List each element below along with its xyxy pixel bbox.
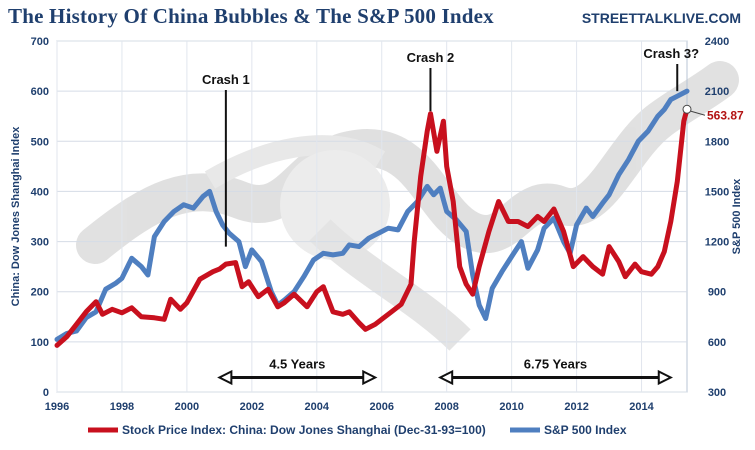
end-value-leader xyxy=(690,110,706,116)
grid xyxy=(56,40,688,393)
duration-arrow-head-left xyxy=(217,369,233,386)
y-left-tick-label: 200 xyxy=(31,287,49,299)
y-left-tick-label: 100 xyxy=(31,337,49,349)
y-left-tick-label: 300 xyxy=(31,237,49,249)
x-tick-label: 1998 xyxy=(110,401,134,413)
y-left-tick-label: 0 xyxy=(43,387,49,399)
duration-label: 6.75 Years xyxy=(524,356,587,371)
series-layer xyxy=(54,88,690,348)
y-left-tick-label: 600 xyxy=(31,86,49,98)
crash-label: Crash 2 xyxy=(407,50,455,65)
annotations-layer: 563.87 Crash 1 Crash 2 Crash 3? 4.5 Years 6.7… xyxy=(202,46,744,386)
site-watermark: STREETTALKLIVE.COM xyxy=(581,10,741,26)
legend-label-china: Stock Price Index: China: Dow Jones Shan… xyxy=(122,423,486,437)
x-tick-label: 2006 xyxy=(370,401,394,413)
y-right-tick-label: 2400 xyxy=(705,36,729,48)
y-right-tick-label: 2100 xyxy=(705,86,729,98)
y-right-tick-label: 1800 xyxy=(705,136,729,148)
y-left-tick-label: 500 xyxy=(31,136,49,148)
y-right-axis-title: S&P 500 Index xyxy=(731,178,743,254)
duration-arrow-head-right xyxy=(657,369,673,386)
legend: Stock Price Index: China: Dow Jones Shan… xyxy=(88,423,627,437)
y-right-tick-label: 900 xyxy=(708,287,726,299)
y-right-tick-label: 1200 xyxy=(705,237,729,249)
x-tick-label: 2010 xyxy=(499,401,523,413)
sp500-series-line xyxy=(54,88,690,342)
x-tick-label: 2014 xyxy=(629,401,654,413)
y-right-tick-label: 600 xyxy=(708,337,726,349)
duration-arrow-head-left xyxy=(437,369,454,386)
x-tick-label: 2004 xyxy=(305,401,330,413)
y-left-tick-label: 700 xyxy=(31,36,49,48)
x-tick-label: 2002 xyxy=(240,401,264,413)
crash-label: Crash 3? xyxy=(643,46,699,61)
x-tick-label: 2000 xyxy=(175,401,199,413)
y-left-tick-label: 400 xyxy=(31,186,49,198)
legend-label-sp500: S&P 500 Index xyxy=(544,423,627,437)
axes: 0 100 200 300 400 500 600 700 300 600 900 1200 1500 1… xyxy=(10,36,743,413)
duration-arrow-head-right xyxy=(362,369,378,386)
china-series-line xyxy=(54,106,690,348)
y-right-tick-label: 1500 xyxy=(705,186,729,198)
crash-label: Crash 1 xyxy=(202,72,250,87)
end-value-marker xyxy=(682,104,692,114)
duration-label: 4.5 Years xyxy=(269,356,325,371)
y-left-axis-title: China: Dow Jones Shanghai Index xyxy=(10,126,22,307)
x-tick-label: 2012 xyxy=(564,401,588,413)
end-value-label: 563.87 xyxy=(707,108,744,122)
x-tick-label: 2008 xyxy=(434,401,458,413)
x-tick-label: 1996 xyxy=(45,401,69,413)
y-right-tick-label: 300 xyxy=(708,387,726,399)
chart-title: The History Of China Bubbles & The S&P 5… xyxy=(8,4,494,28)
